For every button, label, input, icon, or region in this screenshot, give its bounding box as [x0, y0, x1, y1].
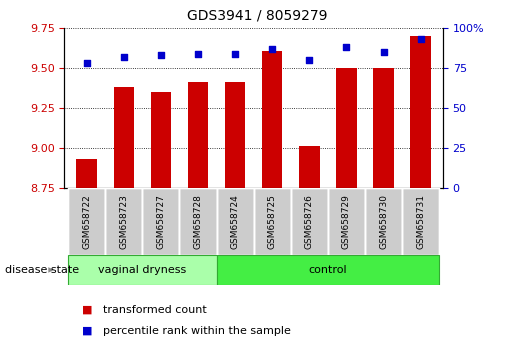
Point — [380, 49, 388, 55]
Text: percentile rank within the sample: percentile rank within the sample — [103, 326, 291, 336]
Text: GSM658729: GSM658729 — [342, 194, 351, 249]
Bar — [68, 255, 216, 285]
Text: vaginal dryness: vaginal dryness — [98, 265, 186, 275]
Bar — [299, 146, 319, 188]
Point — [157, 52, 165, 58]
Text: GSM658728: GSM658728 — [194, 194, 202, 249]
Bar — [113, 87, 134, 188]
Bar — [328, 188, 365, 255]
Point — [231, 51, 239, 57]
Bar — [188, 82, 208, 188]
Bar — [365, 188, 402, 255]
Point — [82, 61, 91, 66]
Bar — [262, 51, 282, 188]
Bar — [410, 36, 431, 188]
Text: disease state: disease state — [5, 265, 79, 275]
Bar — [179, 188, 216, 255]
Bar — [291, 188, 328, 255]
Text: GSM658727: GSM658727 — [157, 194, 165, 249]
Bar — [151, 92, 171, 188]
Bar — [225, 82, 245, 188]
Text: GSM658726: GSM658726 — [305, 194, 314, 249]
Text: GSM658725: GSM658725 — [268, 194, 277, 249]
Text: GSM658722: GSM658722 — [82, 194, 91, 249]
Text: GSM658730: GSM658730 — [379, 194, 388, 249]
Bar — [253, 188, 291, 255]
Point — [194, 51, 202, 57]
Bar — [336, 68, 356, 188]
Text: control: control — [308, 265, 347, 275]
Point — [417, 37, 425, 42]
Bar — [373, 68, 394, 188]
Text: GSM658723: GSM658723 — [119, 194, 128, 249]
Bar — [142, 188, 179, 255]
Text: GDS3941 / 8059279: GDS3941 / 8059279 — [187, 9, 328, 23]
Point — [119, 54, 128, 60]
Point — [268, 46, 277, 52]
Bar — [105, 188, 142, 255]
Bar — [402, 188, 439, 255]
Text: transformed count: transformed count — [103, 305, 207, 315]
Bar — [216, 188, 253, 255]
Text: ■: ■ — [82, 305, 93, 315]
Text: GSM658731: GSM658731 — [416, 194, 425, 249]
Bar — [68, 188, 105, 255]
Point — [342, 45, 351, 50]
Text: GSM658724: GSM658724 — [231, 194, 239, 249]
Bar — [76, 159, 97, 188]
Text: ■: ■ — [82, 326, 93, 336]
Bar — [216, 255, 439, 285]
Point — [305, 57, 314, 63]
